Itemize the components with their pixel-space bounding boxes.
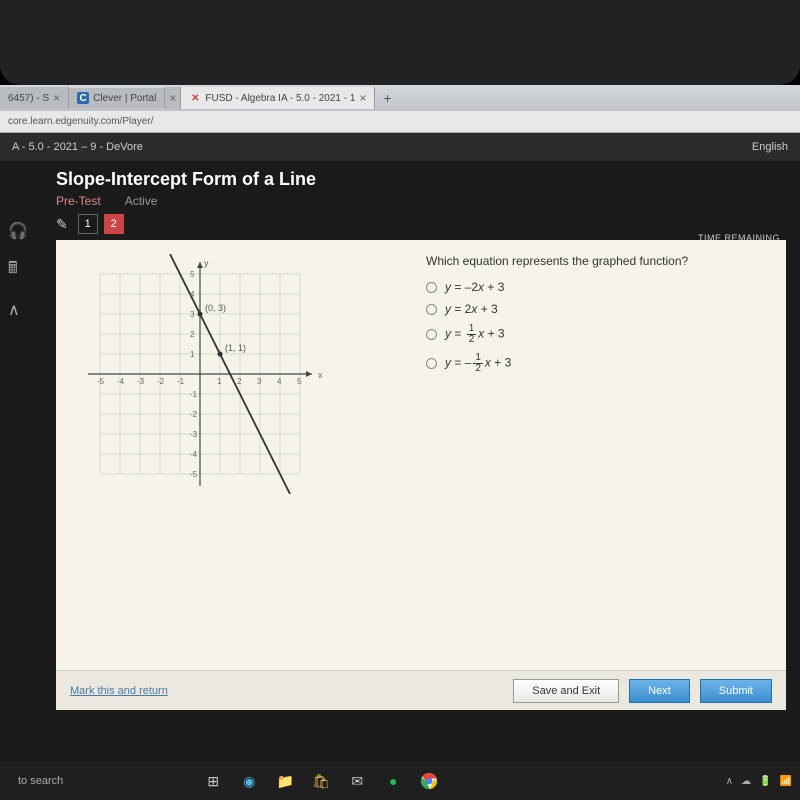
close-icon[interactable]: ×	[169, 91, 176, 105]
tab-label: 6457) - S	[8, 93, 49, 104]
question-num-1[interactable]: 1	[78, 214, 98, 234]
question-panel: x y (0, 3) (1, 1) -5 -4 -3 -2 -1 1 2 3 4 5 -5 -4 -3 -2…	[56, 240, 786, 710]
close-icon[interactable]: ×	[359, 91, 366, 105]
graph: x y (0, 3) (1, 1) -5 -4 -3 -2 -1 1 2 3 4 5 -5 -4 -3 -2…	[70, 254, 330, 494]
pencil-icon[interactable]: ✎	[56, 216, 68, 233]
svg-text:-3: -3	[190, 430, 198, 439]
tray-cloud-icon[interactable]: ☁	[741, 776, 751, 787]
screen: 6457) - S × C Clever | Portal × ✕ FUSD -…	[0, 85, 800, 800]
radio-icon[interactable]	[426, 282, 437, 293]
browser-tab-strip: 6457) - S × C Clever | Portal × ✕ FUSD -…	[0, 85, 800, 111]
svg-text:(1, 1): (1, 1)	[225, 343, 246, 353]
course-label: A - 5.0 - 2021 – 9 - DeVore	[12, 141, 143, 153]
graph-svg: x y (0, 3) (1, 1) -5 -4 -3 -2 -1 1 2 3 4 5 -5 -4 -3 -2…	[70, 254, 330, 494]
submit-button[interactable]: Submit	[700, 679, 772, 703]
laptop-bezel	[0, 0, 800, 85]
calculator-icon[interactable]: 🖩	[8, 257, 28, 284]
radio-icon[interactable]	[426, 358, 437, 369]
tray-wifi-icon[interactable]: 📶	[780, 776, 792, 787]
radio-icon[interactable]	[426, 329, 437, 340]
explorer-icon[interactable]: 📁	[273, 769, 297, 793]
collapse-icon[interactable]: ∧	[8, 300, 28, 320]
chrome-icon[interactable]	[417, 769, 441, 793]
x-label: x	[318, 370, 323, 380]
svg-text:-2: -2	[157, 377, 165, 386]
svg-text:3: 3	[190, 310, 195, 319]
svg-text:-1: -1	[190, 390, 198, 399]
svg-text:-4: -4	[117, 377, 125, 386]
taskbar-icons: ⊞ ◉ 📁 🛍 ✉ ●	[201, 769, 441, 793]
tray-battery-icon[interactable]: 🔋	[759, 776, 771, 787]
mark-return-link[interactable]: Mark this and return	[70, 685, 168, 697]
spotify-icon[interactable]: ●	[381, 769, 405, 793]
svg-text:5: 5	[190, 270, 195, 279]
option-d[interactable]: y = –12x + 3	[426, 353, 511, 374]
mail-icon[interactable]: ✉	[345, 769, 369, 793]
taskbar-search[interactable]: to search	[8, 769, 73, 793]
tab-label: Clever | Portal	[93, 93, 156, 104]
language-selector[interactable]: English	[752, 141, 788, 153]
clever-icon: C	[77, 92, 89, 104]
svg-text:-2: -2	[190, 410, 198, 419]
new-tab-button[interactable]: +	[375, 90, 399, 106]
svg-text:-4: -4	[190, 450, 198, 459]
svg-text:2: 2	[237, 377, 242, 386]
content-area: 🎧 🖩 ∧ Slope-Intercept Form of a Line Pre…	[0, 161, 800, 762]
edge-icon[interactable]: ◉	[237, 769, 261, 793]
pretest-label: Pre-Test	[56, 194, 101, 208]
option-b[interactable]: y = 2x + 3	[426, 302, 511, 316]
next-button[interactable]: Next	[629, 679, 690, 703]
svg-text:5: 5	[297, 377, 302, 386]
radio-icon[interactable]	[426, 304, 437, 315]
svg-text:1: 1	[217, 377, 222, 386]
tray-chevron-icon[interactable]: ∧	[726, 776, 733, 787]
option-c[interactable]: y = 12x + 3	[426, 324, 511, 345]
lesson-subtitle: Pre-Test Active	[46, 194, 800, 208]
lesson-header: A - 5.0 - 2021 – 9 - DeVore English	[0, 133, 800, 161]
browser-tab-2[interactable]: ✕ FUSD - Algebra IA - 5.0 - 2021 - 1 ×	[181, 87, 375, 109]
question-num-2[interactable]: 2	[104, 214, 124, 234]
url-bar[interactable]: core.learn.edgenuity.com/Player/	[0, 111, 800, 133]
task-view-icon[interactable]: ⊞	[201, 769, 225, 793]
browser-tab-1[interactable]: C Clever | Portal	[69, 88, 165, 108]
lesson-title: Slope-Intercept Form of a Line	[46, 169, 800, 190]
url-text: core.learn.edgenuity.com/Player/	[8, 116, 153, 127]
windows-taskbar: to search ⊞ ◉ 📁 🛍 ✉ ● ∧ ☁ 🔋 📶	[0, 762, 800, 800]
svg-text:(0, 3): (0, 3)	[205, 303, 226, 313]
svg-text:4: 4	[190, 290, 195, 299]
store-icon[interactable]: 🛍	[309, 769, 333, 793]
left-toolbar: 🎧 🖩 ∧	[8, 221, 28, 320]
question-nav: ✎ 1 2	[46, 214, 800, 234]
tab-label: FUSD - Algebra IA - 5.0 - 2021 - 1	[205, 93, 355, 104]
svg-text:-5: -5	[190, 470, 198, 479]
question-bottom-bar: Mark this and return Save and Exit Next …	[56, 670, 786, 710]
answer-options: y = –2x + 3 y = 2x + 3 y = 12x + 3 y = –…	[426, 280, 511, 382]
browser-tab-1-close[interactable]: ×	[165, 87, 181, 109]
svg-text:-3: -3	[137, 377, 145, 386]
y-label: y	[204, 258, 209, 268]
active-label: Active	[125, 194, 158, 208]
question-text: Which equation represents the graphed fu…	[426, 254, 688, 268]
save-exit-button[interactable]: Save and Exit	[513, 679, 619, 703]
edgenuity-icon: ✕	[189, 92, 201, 104]
browser-tab-0[interactable]: 6457) - S ×	[0, 87, 69, 109]
svg-text:2: 2	[190, 330, 195, 339]
svg-text:3: 3	[257, 377, 262, 386]
svg-text:-5: -5	[97, 377, 105, 386]
close-icon[interactable]: ×	[53, 91, 60, 105]
svg-text:4: 4	[277, 377, 282, 386]
system-tray[interactable]: ∧ ☁ 🔋 📶	[726, 776, 792, 787]
svg-text:1: 1	[190, 350, 195, 359]
option-a[interactable]: y = –2x + 3	[426, 280, 511, 294]
svg-text:-1: -1	[177, 377, 185, 386]
headphones-icon[interactable]: 🎧	[8, 221, 28, 241]
